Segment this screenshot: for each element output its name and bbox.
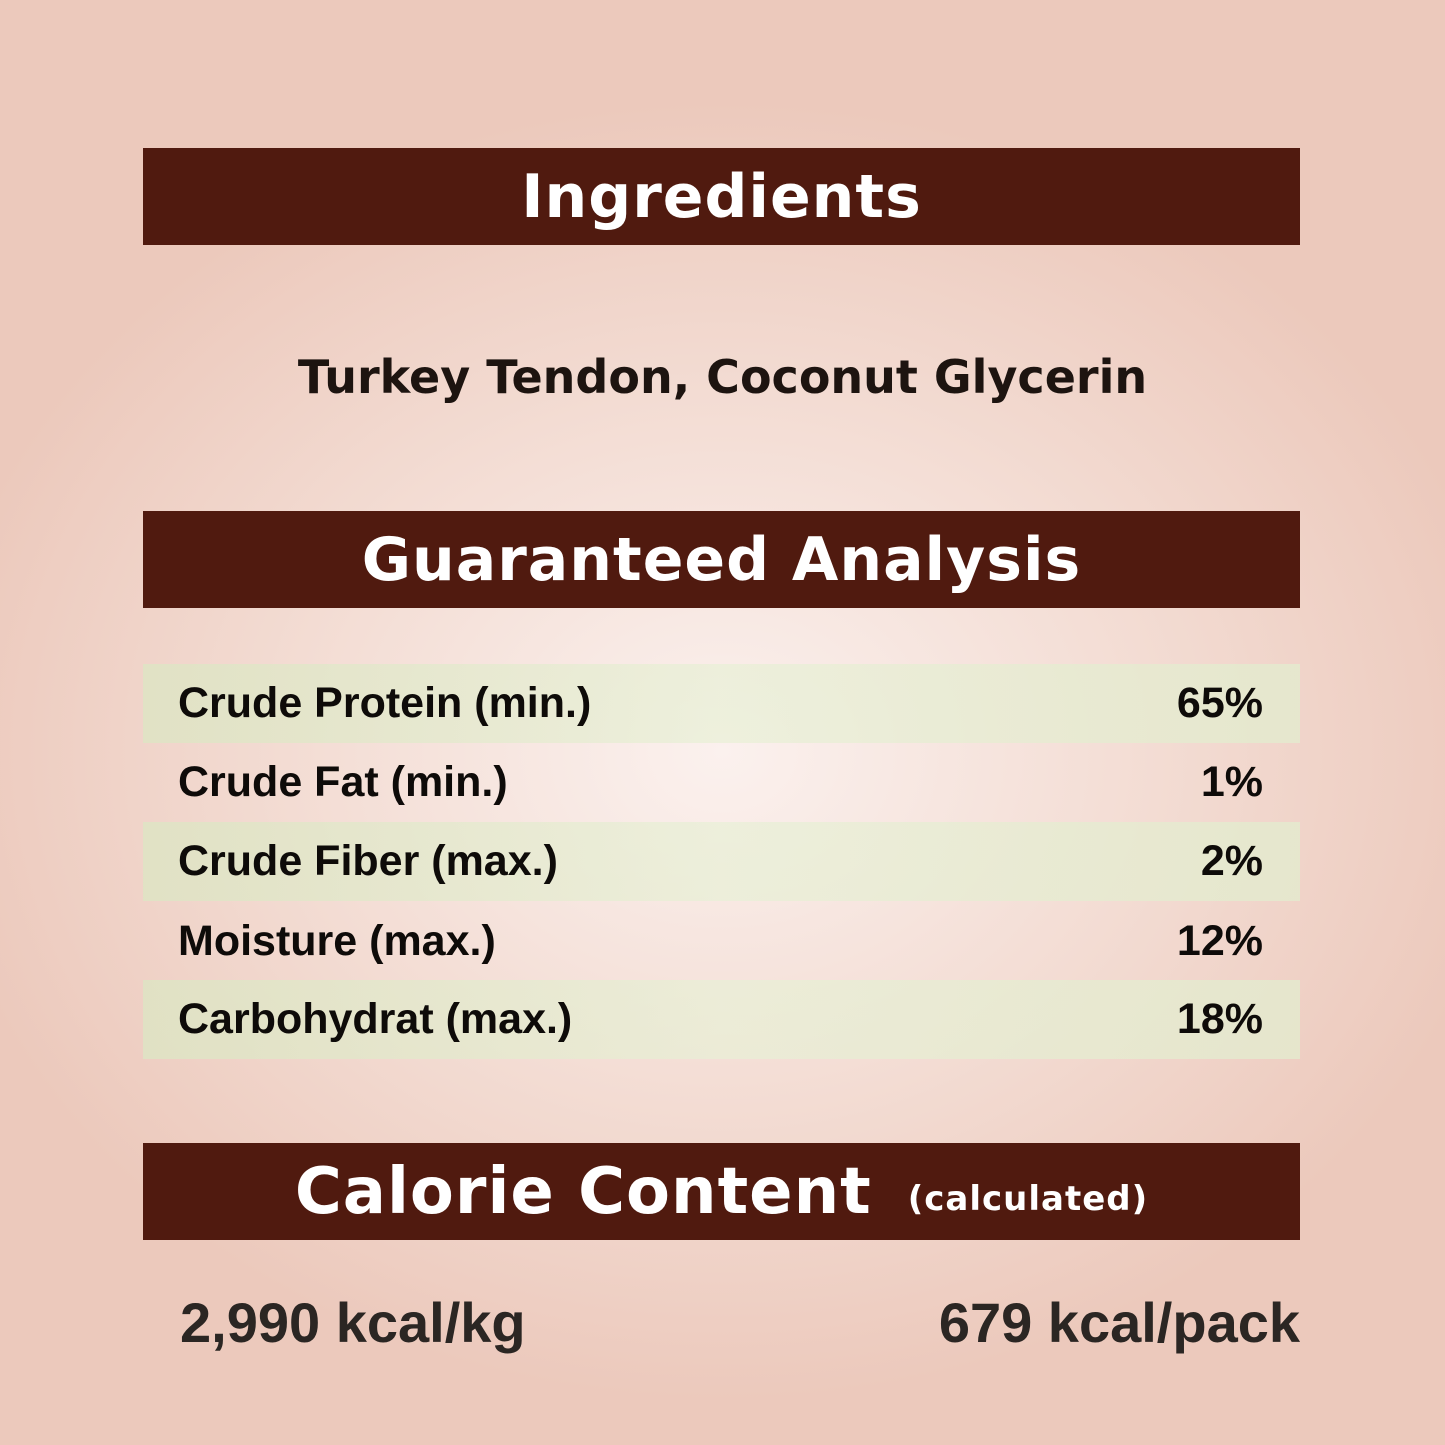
row-value: 18% xyxy=(1176,995,1263,1043)
analysis-row: Crude Protein (min.) 65% xyxy=(143,664,1300,743)
row-value: 12% xyxy=(1176,917,1263,965)
row-label: Carbohydrat (max.) xyxy=(178,995,573,1043)
row-value: 1% xyxy=(1200,758,1263,806)
calorie-title: Calorie Content xyxy=(294,1154,872,1229)
analysis-banner: Guaranteed Analysis xyxy=(143,511,1300,608)
analysis-title: Guaranteed Analysis xyxy=(361,524,1082,595)
kcal-per-pack: 679 kcal/pack xyxy=(938,1291,1300,1354)
ingredients-title: Ingredients xyxy=(521,161,922,232)
analysis-row: Carbohydrat (max.) 18% xyxy=(143,980,1300,1059)
row-label: Moisture (max.) xyxy=(178,917,496,965)
analysis-row: Crude Fiber (max.) 2% xyxy=(143,822,1300,901)
row-value: 65% xyxy=(1176,679,1263,727)
calorie-banner: Calorie Content (calculated) xyxy=(143,1143,1300,1240)
row-value: 2% xyxy=(1200,837,1263,885)
row-label: Crude Fiber (max.) xyxy=(178,837,558,885)
ingredients-banner: Ingredients xyxy=(143,148,1300,245)
row-label: Crude Protein (min.) xyxy=(178,679,592,727)
kcal-per-kg: 2,990 kcal/kg xyxy=(180,1291,526,1354)
analysis-row: Crude Fat (min.) 1% xyxy=(143,743,1300,822)
ingredients-text: Turkey Tendon, Coconut Glycerin xyxy=(297,350,1148,404)
calorie-subtitle: (calculated) xyxy=(907,1178,1149,1219)
row-label: Crude Fat (min.) xyxy=(178,758,508,806)
analysis-row: Moisture (max.) 12% xyxy=(143,902,1300,981)
